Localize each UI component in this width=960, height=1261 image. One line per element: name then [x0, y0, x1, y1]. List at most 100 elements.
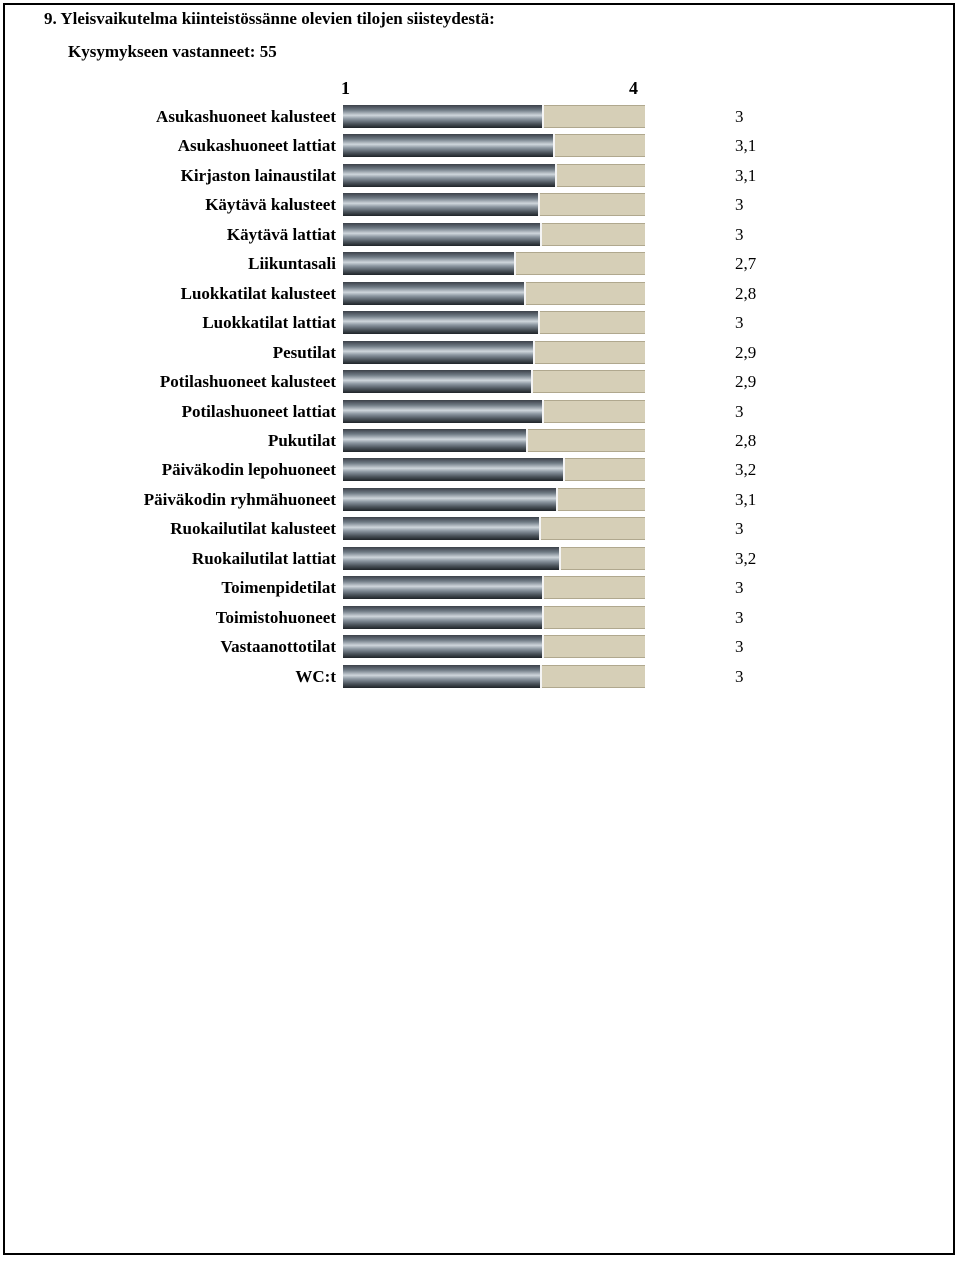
- category-label: Kirjaston lainaustilat: [180, 165, 336, 185]
- data-label: 3: [735, 195, 744, 215]
- bar-row: Potilashuoneet lattiat 3: [0, 399, 960, 425]
- category-label: Pesutilat: [272, 342, 336, 362]
- category-label: Asukashuoneet kalusteet: [156, 107, 336, 126]
- bar-track: [343, 546, 645, 570]
- bar-track: [343, 281, 645, 305]
- bar-track: [343, 222, 645, 246]
- bar-row: Toimenpidetilat 3: [0, 575, 960, 601]
- category-label: Vastaanottotilat: [220, 637, 336, 657]
- bar-row: Luokkatilat lattiat 3: [0, 310, 960, 336]
- data-label: 3,2: [735, 460, 757, 480]
- bar-row: Asukashuoneet kalusteet 3: [0, 104, 960, 130]
- category-label: Pukutilat: [267, 430, 336, 450]
- bar-track: [343, 458, 645, 482]
- bar-track: [343, 487, 645, 511]
- bar-track: [343, 605, 645, 629]
- bar-track: [343, 664, 645, 688]
- category-label: Luokkatilat kalusteet: [180, 283, 336, 303]
- bar: [343, 311, 541, 335]
- category-label: Potilashuoneet kalusteet: [159, 372, 336, 392]
- bar-row: WC:t 3: [0, 664, 960, 690]
- data-label: 2,8: [735, 283, 757, 303]
- bar-track: [343, 163, 645, 187]
- data-label: 3: [735, 401, 744, 421]
- bar-track: [343, 428, 645, 452]
- category-label: Päiväkodin ryhmähuoneet: [143, 489, 336, 509]
- bar-track: [343, 340, 645, 364]
- bar-row: Ruokailutilat lattiat 3,2: [0, 546, 960, 572]
- data-label: 3,2: [735, 548, 757, 568]
- bar-track: [343, 252, 645, 276]
- bar-track: [343, 105, 645, 128]
- bar: [343, 105, 545, 128]
- bar: [343, 605, 545, 629]
- category-label: Päiväkodin lepohuoneet: [161, 460, 336, 480]
- bar-track: [343, 370, 645, 394]
- bar-row: Vastaanottotilat 3: [0, 634, 960, 660]
- bar: [343, 664, 543, 688]
- bar-track: [343, 517, 645, 541]
- bar: [343, 487, 559, 511]
- bar: [343, 193, 541, 217]
- respondent-count: Kysymykseen vastanneet: 55: [68, 42, 277, 61]
- bar-row: Asukashuoneet lattiat 3,1: [0, 133, 960, 159]
- bar-row: Käytävä kalusteet 3: [0, 192, 960, 218]
- bar-track: [343, 311, 645, 335]
- bar: [343, 163, 558, 187]
- bar: [343, 340, 536, 364]
- bar-row: Kirjaston lainaustilat 3,1: [0, 163, 960, 189]
- bar: [343, 635, 545, 659]
- bar-row: Liikuntasali 2,7: [0, 251, 960, 277]
- data-label: 3: [735, 607, 744, 627]
- bar: [343, 281, 527, 305]
- bar-row: Pesutilat 2,9: [0, 340, 960, 366]
- category-label: Käytävä kalusteet: [205, 195, 336, 215]
- bar-track: [343, 399, 645, 423]
- data-label: 3: [735, 224, 744, 244]
- category-label: Toimistohuoneet: [215, 607, 336, 627]
- category-label: Potilashuoneet lattiat: [181, 401, 336, 421]
- category-label: Toimenpidetilat: [221, 578, 336, 598]
- bar: [343, 546, 562, 570]
- bar: [343, 458, 566, 482]
- category-label: Ruokailutilat lattiat: [191, 548, 336, 568]
- bar-track: [343, 134, 645, 158]
- bar: [343, 576, 545, 600]
- chart-frame: [3, 3, 955, 1255]
- data-label: 3: [735, 578, 744, 598]
- data-label: 2,9: [735, 342, 757, 362]
- data-label: 3: [735, 313, 744, 333]
- data-label: 2,8: [735, 430, 757, 450]
- data-label: 2,7: [735, 254, 757, 274]
- category-label: Liikuntasali: [248, 254, 336, 274]
- category-label: Käytävä lattiat: [226, 224, 336, 244]
- data-label: 2,9: [735, 372, 757, 392]
- bar-track: [343, 193, 645, 217]
- bar-row: Toimistohuoneet 3: [0, 605, 960, 631]
- axis-max-label: 4: [629, 78, 638, 98]
- bar: [343, 134, 556, 158]
- bar: [343, 370, 534, 394]
- data-label: 3: [735, 637, 744, 657]
- bar: [343, 399, 545, 423]
- data-label: 3,1: [735, 165, 757, 185]
- bar-row: Käytävä lattiat 3: [0, 222, 960, 248]
- bar: [343, 428, 529, 452]
- chart-title: 9. Yleisvaikutelma kiinteistössänne olev…: [44, 9, 495, 28]
- bar: [343, 252, 517, 276]
- category-label: Asukashuoneet lattiat: [177, 136, 336, 156]
- bar: [343, 517, 542, 541]
- data-label: 3: [735, 107, 744, 126]
- data-label: 3,1: [735, 489, 757, 509]
- category-label: Luokkatilat lattiat: [202, 313, 336, 333]
- bar-track: [343, 635, 645, 659]
- bar-row: Ruokailutilat kalusteet 3: [0, 516, 960, 542]
- axis-min-label: 1: [341, 78, 350, 98]
- bar-row: Pukutilat 2,8: [0, 428, 960, 454]
- bar-row: Luokkatilat kalusteet 2,8: [0, 281, 960, 307]
- data-label: 3: [735, 519, 744, 539]
- bar-row: Päiväkodin lepohuoneet 3,2: [0, 457, 960, 483]
- category-label: Ruokailutilat kalusteet: [170, 519, 336, 539]
- category-label: WC:t: [295, 666, 336, 686]
- bar: [343, 222, 543, 246]
